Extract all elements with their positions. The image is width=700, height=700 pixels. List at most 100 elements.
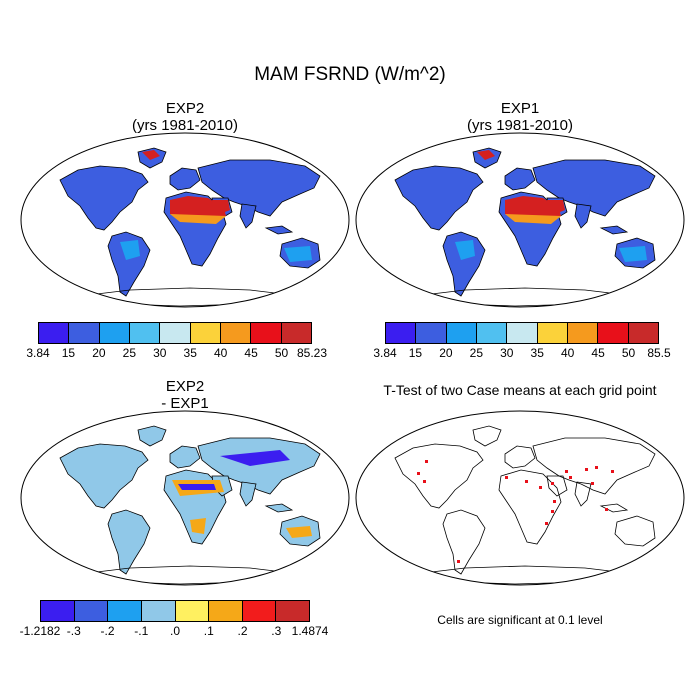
colorbar-cell (41, 601, 75, 621)
continent-india (574, 203, 592, 229)
significant-cell (417, 472, 420, 475)
arabia-high-flux (212, 200, 230, 214)
continent-africa (498, 469, 562, 545)
continent-europe (169, 445, 201, 469)
arabia-high-flux (547, 200, 565, 214)
significant-cell (457, 560, 460, 563)
colorbar-exp1-labels: 3.84 15 20 25 30 35 40 45 50 85.5 (373, 344, 670, 360)
panel-title-line2: (yrs 1981-2010) (132, 117, 238, 134)
significant-cell (423, 480, 426, 483)
colorbar-cell (251, 323, 282, 343)
continent-antarctica (414, 287, 636, 307)
amazon-mid-flux (455, 240, 475, 260)
colorbar-cell (190, 323, 221, 343)
colorbar-tick-label: 50 (621, 346, 636, 360)
asia-negative-diff (220, 450, 290, 466)
significant-cell (595, 466, 598, 469)
continent-asia (532, 159, 656, 217)
map-diff (20, 410, 350, 586)
continent-indonesia (264, 503, 294, 513)
colorbar-cell (129, 323, 161, 343)
southern-africa-positive-diff (190, 518, 206, 534)
continent-europe (504, 445, 536, 469)
continent-antarctica (414, 565, 636, 585)
colorbar-tick-label: 85.23 (296, 346, 328, 360)
colorbar-cell (220, 323, 252, 343)
colorbar-tick-label: 25 (122, 346, 137, 360)
continent-india (239, 481, 257, 507)
continent-antarctica (79, 287, 301, 307)
significant-cell (539, 486, 542, 489)
colorbar-tick-label: 3.84 (373, 346, 397, 360)
colorbar-exp2: 3.84 15 20 25 30 35 40 45 50 85.23 (26, 322, 327, 360)
significance-note: Cells are significant at 0.1 level (437, 613, 603, 627)
amazon-mid-flux (120, 240, 140, 260)
continent-europe (504, 167, 536, 191)
continent-asia (197, 159, 321, 217)
colorbar-cell (598, 323, 629, 343)
colorbar-diff: -1.2182 -.3 -.2 -.1 .0 .1 .2 .3 1.4874 (20, 600, 329, 638)
continent-north-america (394, 443, 484, 509)
colorbar-exp2-cells (38, 322, 312, 344)
colorbar-tick-label: -.1 (134, 624, 149, 638)
continent-australia (614, 515, 656, 547)
significant-cell (611, 470, 614, 473)
continent-north-america (394, 165, 484, 231)
panel-title-exp2: EXP2 (yrs 1981-2010) (20, 100, 350, 134)
continent-indonesia (264, 225, 294, 235)
colorbar-cell (141, 601, 176, 621)
greenland-high-flux (142, 150, 160, 160)
panel-title-line1: EXP2 (165, 378, 205, 395)
colorbar-cell (242, 601, 277, 621)
colorbar-exp1-cells (385, 322, 659, 344)
sahara-negative-diff (178, 484, 216, 490)
colorbar-cell (209, 601, 243, 621)
map-border (355, 410, 685, 586)
panel-title-line2: - EXP1 (161, 395, 209, 412)
colorbar-tick-label: 3.84 (26, 346, 50, 360)
colorbar-tick-label: 15 (61, 346, 76, 360)
colorbar-tick-label: 45 (591, 346, 605, 360)
significant-cell (553, 500, 556, 503)
continent-india (574, 481, 592, 507)
colorbar-cell (276, 601, 309, 621)
figure-title: MAM FSRND (W/m^2) (254, 64, 446, 85)
continent-india (239, 203, 257, 229)
colorbar-cell (446, 323, 477, 343)
continent-north-america (59, 443, 149, 509)
significant-cell (551, 482, 554, 485)
colorbar-exp1: 3.84 15 20 25 30 35 40 45 50 85.5 (373, 322, 671, 360)
colorbar-cell (99, 323, 130, 343)
continent-indonesia (599, 225, 629, 235)
continent-south-america (107, 231, 151, 297)
greenland-high-flux (477, 150, 495, 160)
colorbar-tick-label: 40 (213, 346, 228, 360)
colorbar-tick-label: 50 (274, 346, 289, 360)
panel-title-line2: (yrs 1981-2010) (467, 117, 573, 134)
colorbar-cell (476, 323, 508, 343)
colorbar-cell (537, 323, 568, 343)
colorbar-cell (39, 323, 70, 343)
colorbar-tick-label: .0 (169, 624, 181, 638)
map-border (355, 132, 685, 308)
colorbar-tick-label: .3 (271, 624, 282, 638)
colorbar-tick-label: 25 (469, 346, 484, 360)
sahara-high-flux (170, 196, 226, 220)
colorbar-tick-label: 35 (530, 346, 544, 360)
colorbar-tick-label: -1.2182 (19, 624, 61, 638)
colorbar-tick-label: 40 (560, 346, 575, 360)
colorbar-tick-label: 85.5 (647, 346, 671, 360)
significant-cell (505, 476, 508, 479)
panel-title-line1: EXP1 (500, 100, 540, 117)
colorbar-tick-label: 1.4874 (291, 624, 329, 638)
colorbar-diff-labels: -1.2182 -.3 -.2 -.1 .0 .1 .2 .3 1.4874 (20, 622, 329, 638)
colorbar-cell (507, 323, 538, 343)
colorbar-cell (74, 601, 109, 621)
colorbar-cell (628, 323, 658, 343)
colorbar-diff-cells (40, 600, 310, 622)
continent-greenland (472, 425, 502, 447)
colorbar-tick-label: -.3 (66, 624, 81, 638)
continent-south-america (107, 509, 151, 575)
sahara-high-flux (505, 196, 561, 220)
continent-arabia (546, 475, 568, 497)
